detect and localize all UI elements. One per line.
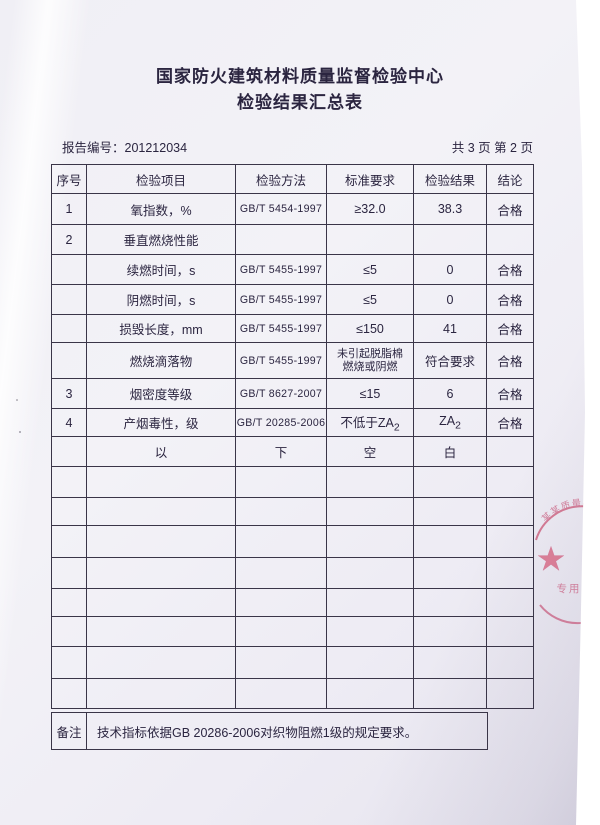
svg-text:专用章: 专用章 — [557, 582, 594, 595]
svg-text:某某质量检验中心: 某某质量检验中心 — [540, 497, 600, 525]
